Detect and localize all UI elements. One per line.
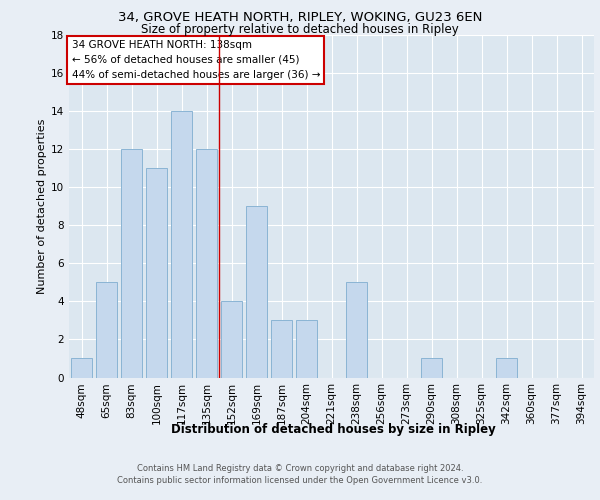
Bar bbox=[71, 358, 92, 378]
Bar bbox=[221, 302, 242, 378]
Y-axis label: Number of detached properties: Number of detached properties bbox=[37, 118, 47, 294]
Bar bbox=[171, 111, 192, 378]
Text: 34, GROVE HEATH NORTH, RIPLEY, WOKING, GU23 6EN: 34, GROVE HEATH NORTH, RIPLEY, WOKING, G… bbox=[118, 11, 482, 24]
Text: Size of property relative to detached houses in Ripley: Size of property relative to detached ho… bbox=[141, 22, 459, 36]
Bar bbox=[296, 320, 317, 378]
Bar bbox=[421, 358, 442, 378]
Bar bbox=[196, 149, 217, 378]
Bar bbox=[496, 358, 517, 378]
Text: Distribution of detached houses by size in Ripley: Distribution of detached houses by size … bbox=[170, 422, 496, 436]
Text: 34 GROVE HEATH NORTH: 138sqm
← 56% of detached houses are smaller (45)
44% of se: 34 GROVE HEATH NORTH: 138sqm ← 56% of de… bbox=[71, 40, 320, 80]
Bar bbox=[346, 282, 367, 378]
Bar bbox=[121, 149, 142, 378]
Bar bbox=[96, 282, 117, 378]
Bar bbox=[271, 320, 292, 378]
Bar bbox=[146, 168, 167, 378]
Text: Contains public sector information licensed under the Open Government Licence v3: Contains public sector information licen… bbox=[118, 476, 482, 485]
Text: Contains HM Land Registry data © Crown copyright and database right 2024.: Contains HM Land Registry data © Crown c… bbox=[137, 464, 463, 473]
Bar bbox=[246, 206, 267, 378]
